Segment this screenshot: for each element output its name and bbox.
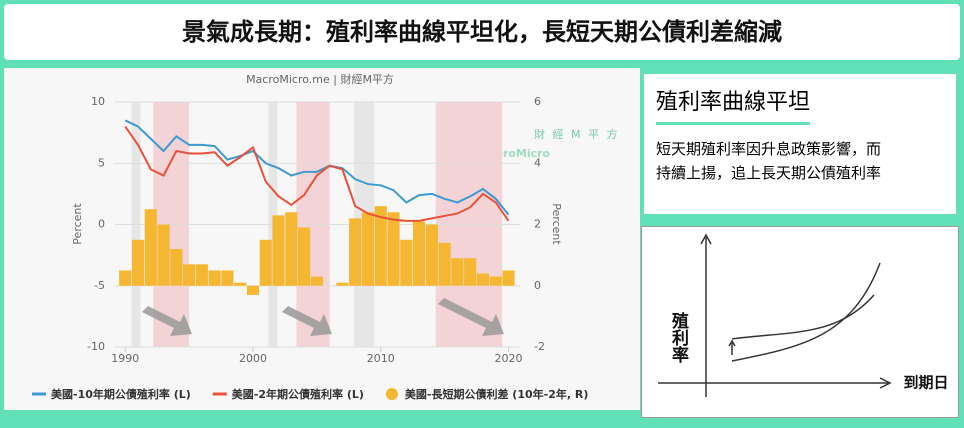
spread-bar bbox=[425, 224, 438, 286]
spread-bar bbox=[131, 239, 145, 286]
legend-label: 美國-長短期公債利差 (10年-2年, R) bbox=[405, 387, 588, 401]
y2-tick-label: 0 bbox=[534, 279, 541, 292]
spread-bar bbox=[144, 209, 157, 286]
spread-bar bbox=[246, 285, 260, 295]
y2-tick-label: -2 bbox=[534, 340, 545, 353]
spread-bar bbox=[476, 273, 490, 286]
line bbox=[124, 119, 510, 216]
y2-tick-label: 6 bbox=[534, 95, 541, 108]
y-tick-label: 10 bbox=[91, 95, 105, 108]
chart-panel: MacroMicro.me | 財經M平方 Percent Percent 財 … bbox=[4, 68, 640, 410]
x-tick-label: 2010 bbox=[367, 352, 395, 365]
line bbox=[124, 125, 510, 222]
spread-bar bbox=[464, 258, 477, 286]
spread-bar bbox=[361, 212, 375, 286]
annotation-arrows bbox=[142, 298, 504, 336]
spread-bar bbox=[221, 270, 234, 286]
spread-bar bbox=[119, 270, 132, 286]
spread-bar bbox=[502, 270, 515, 286]
note-box: 殖利率曲線平坦 短天期殖利率因升息政策影響，而 持續上揚，追上長天期公債殖利率 bbox=[644, 74, 956, 214]
note-line: 短天期殖利率因升息政策影響，而 bbox=[656, 140, 882, 158]
legend-label: 美國-10年期公債殖利率 (L) bbox=[51, 387, 191, 401]
y2-axis-label: Percent bbox=[550, 203, 563, 245]
y-tick-label: -5 bbox=[94, 279, 105, 292]
page-title: 景氣成長期：殖利率曲線平坦化，長短天期公債利差縮減 bbox=[4, 4, 960, 60]
x-tick-label: 1990 bbox=[111, 352, 139, 365]
watermark: 財 經 M 平 方 bbox=[534, 127, 619, 141]
legend-label: 美國-2年期公債殖利率 (L) bbox=[232, 387, 364, 401]
y-tick-label: -10 bbox=[87, 340, 105, 353]
spread-bar bbox=[413, 221, 426, 286]
note-heading: 殖利率曲線平坦 bbox=[656, 84, 811, 125]
diagram-svg: 殖利率 到期日 bbox=[658, 233, 949, 397]
spread-bar bbox=[400, 239, 413, 286]
x-tick-label: 2020 bbox=[495, 352, 523, 365]
y-tick-label: 5 bbox=[98, 156, 105, 169]
legend-swatch bbox=[385, 388, 398, 400]
spread-bar bbox=[208, 270, 221, 286]
y2-tick-label: 4 bbox=[534, 156, 541, 169]
spread-bar bbox=[195, 264, 208, 286]
note-line: 持續上揚，追上長天期公債殖利率 bbox=[656, 164, 882, 182]
spread-bar bbox=[310, 276, 323, 286]
chart-source: MacroMicro.me | 財經M平方 bbox=[246, 72, 394, 86]
spread-bar bbox=[387, 212, 400, 286]
diagram-y-label: 殖利率 bbox=[668, 311, 689, 364]
spread-bar bbox=[157, 224, 170, 286]
spread-bar bbox=[489, 276, 502, 286]
curve bbox=[731, 294, 875, 340]
spread-bar bbox=[234, 282, 247, 286]
diagram: 殖利率 到期日 bbox=[641, 226, 959, 418]
note-text: 短天期殖利率因升息政策影響，而 持續上揚，追上長天期公債殖利率 bbox=[656, 137, 956, 185]
y2-tick-label: 2 bbox=[534, 218, 541, 231]
y-tick-label: 0 bbox=[98, 218, 105, 231]
x-tick-label: 2000 bbox=[239, 352, 267, 365]
spread-bar bbox=[336, 282, 349, 286]
spread-bar bbox=[438, 242, 451, 286]
chart: MacroMicro.me | 財經M平方 Percent Percent 財 … bbox=[32, 72, 619, 401]
spread-bar bbox=[374, 206, 387, 286]
spread-bar bbox=[259, 239, 272, 286]
y-axis-label: Percent bbox=[71, 203, 84, 245]
diagram-axes bbox=[658, 233, 892, 397]
spread-bar bbox=[170, 249, 183, 286]
spread-bar bbox=[285, 212, 298, 286]
spread-bar bbox=[272, 215, 285, 286]
curve bbox=[731, 262, 881, 362]
diagram-x-label: 到期日 bbox=[903, 374, 948, 392]
spread-bar bbox=[451, 258, 464, 286]
spread-bar bbox=[298, 227, 311, 286]
spread-bar bbox=[183, 264, 196, 286]
spread-bar bbox=[349, 218, 362, 286]
